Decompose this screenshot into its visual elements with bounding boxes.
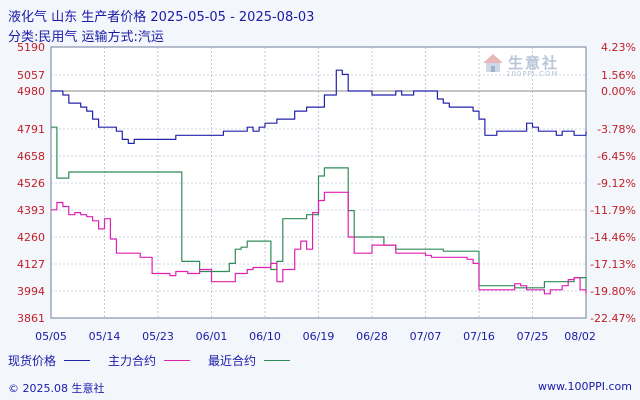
y-left-tick-label: 4393 [17, 204, 45, 217]
y-left-tick-label: 3994 [17, 285, 45, 298]
x-tick-label: 07/25 [517, 330, 549, 343]
footer-website[interactable]: www.100PPI.com [538, 380, 632, 393]
y-left-tick-label: 5190 [17, 41, 45, 54]
x-tick-label: 06/10 [249, 330, 281, 343]
legend-label-recent: 最近合约 [208, 354, 257, 368]
watermark-name: 生意社 [508, 54, 560, 72]
legend-item-spot: 现货价格 [8, 352, 91, 369]
x-tick-label: 07/16 [463, 330, 495, 343]
y-left-tick-label: 4127 [17, 258, 45, 271]
y-left-tick-label: 4980 [17, 85, 45, 98]
x-tick-label: 06/19 [303, 330, 335, 343]
x-tick-label: 06/01 [196, 330, 228, 343]
y-right-tick-label: -9.12% [597, 177, 636, 190]
x-tick-label: 07/07 [410, 330, 442, 343]
legend-swatch-spot [64, 360, 91, 361]
y-right-tick-label: -11.79% [590, 204, 636, 217]
watermark-logo: 生意社 100PPI.COM [482, 52, 560, 78]
series-main-line [51, 191, 587, 295]
series-spot-line [51, 69, 587, 144]
y-left-tick-label: 3861 [17, 312, 45, 325]
legend-item-main: 主力合约 [108, 352, 191, 369]
house-logo-icon [483, 53, 503, 72]
y-right-tick-label: -22.47% [590, 312, 636, 325]
watermark-url: 100PPI.COM [506, 70, 559, 78]
y-left-tick-label: 4260 [17, 231, 45, 244]
y-right-tick-label: 1.56% [601, 69, 636, 82]
legend-item-recent: 最近合约 [208, 352, 291, 369]
y-left-tick-label: 4791 [17, 123, 45, 136]
legend-swatch-recent [264, 360, 291, 361]
y-left-tick-label: 5057 [17, 69, 45, 82]
y-right-tick-label: -14.46% [590, 231, 636, 244]
chart-title: 液化气 山东 生产者价格 2025-05-05 - 2025-08-03 [8, 10, 315, 25]
y-right-tick-label: -6.45% [597, 150, 636, 163]
y-left-tick-label: 4526 [17, 177, 45, 190]
legend-label-main: 主力合约 [108, 354, 157, 368]
x-tick-label: 08/02 [564, 330, 596, 343]
chart-subtitle: 分类:民用气 运输方式:汽运 [8, 30, 164, 45]
chart-legend: 现货价格 主力合约 最近合约 [8, 352, 308, 369]
x-tick-label: 05/14 [89, 330, 121, 343]
x-tick-label: 05/23 [142, 330, 174, 343]
y-right-tick-label: -3.78% [597, 123, 636, 136]
y-right-tick-label: -19.80% [590, 285, 636, 298]
legend-swatch-main [164, 360, 191, 361]
y-left-tick-label: 4658 [17, 150, 45, 163]
footer-copyright: © 2025.08 生意社 [8, 382, 105, 395]
y-right-tick-label: 4.23% [601, 41, 636, 54]
y-right-tick-label: 0.00% [601, 85, 636, 98]
x-tick-label: 05/05 [35, 330, 67, 343]
legend-label-spot: 现货价格 [8, 354, 57, 368]
y-right-tick-label: -17.13% [590, 258, 636, 271]
x-tick-label: 06/28 [356, 330, 388, 343]
